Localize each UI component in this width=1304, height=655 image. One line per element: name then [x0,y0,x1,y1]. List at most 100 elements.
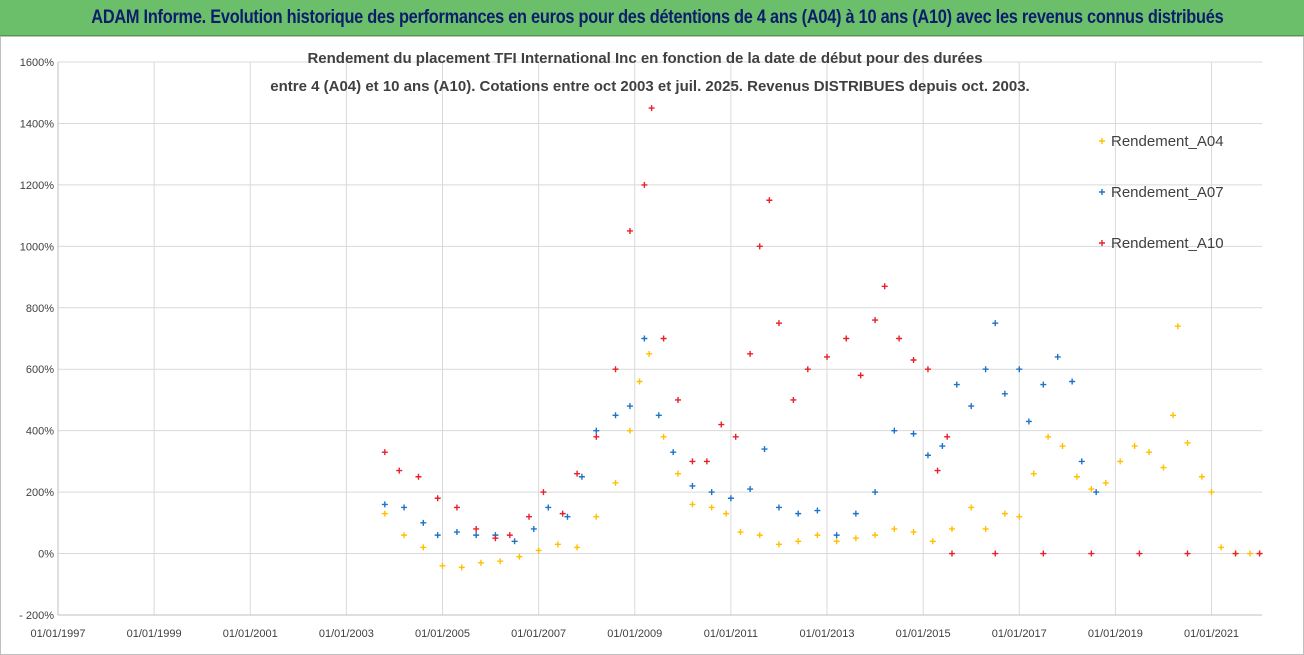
data-point [824,353,831,360]
data-point [1001,390,1008,397]
chart-grid [57,61,1262,616]
data-point [458,564,465,571]
data-point [1218,544,1225,551]
data-point [453,504,460,511]
series-rendement_a07 [381,320,1100,545]
y-tick-label: - 200% [19,610,54,622]
data-point [689,482,696,489]
data-point [593,513,600,520]
y-tick-label: 400% [26,426,54,438]
data-point [1073,473,1080,480]
chart-series [381,105,1263,571]
data-point [626,427,633,434]
data-point [612,412,619,419]
data-point [578,473,585,480]
data-point [1184,550,1191,557]
data-point [775,541,782,548]
y-tick-label: 200% [26,487,54,499]
data-point [473,532,480,539]
x-tick-label: 01/01/1997 [30,628,85,640]
series-rendement_a10 [381,105,1263,557]
data-point [756,532,763,539]
data-point [814,507,821,514]
data-point [881,283,888,290]
data-point [1045,433,1052,440]
data-point [708,489,715,496]
header-banner: ADAM Informe. Evolution historique des p… [0,0,1304,36]
data-point [641,181,648,188]
data-point [1184,439,1191,446]
data-point [857,372,864,379]
data-point [675,396,682,403]
data-point [929,538,936,545]
data-point [833,532,840,539]
data-point [1059,443,1066,450]
chart-legend: Rendement_A04 Rendement_A07 Rendement_A10 [1099,133,1224,252]
data-point [814,532,821,539]
data-point [545,504,552,511]
data-point [689,458,696,465]
data-point [775,504,782,511]
legend-label: Rendement_A07 [1111,184,1224,201]
data-point [872,317,879,324]
data-point [593,427,600,434]
data-point [497,558,504,565]
data-point [1078,458,1085,465]
data-point [982,525,989,532]
data-point [934,467,941,474]
data-point [1246,550,1253,557]
data-point [554,541,561,548]
data-point [1232,550,1239,557]
data-point [1136,550,1143,557]
x-tick-label: 01/01/2021 [1184,628,1239,640]
data-point [381,510,388,517]
chart-titles: Rendement du placement TFI International… [270,50,1029,95]
data-point [626,227,633,234]
data-point [689,501,696,508]
data-point [872,532,879,539]
data-point [401,532,408,539]
data-point [1088,550,1095,557]
data-point [612,479,619,486]
data-point [1040,381,1047,388]
data-point [492,535,499,542]
data-point [924,452,931,459]
data-point [944,433,951,440]
data-point [626,403,633,410]
data-point [675,470,682,477]
y-tick-label: 1400% [20,118,54,130]
y-tick-label: 1600% [20,57,54,69]
data-point [737,529,744,536]
data-point [535,547,542,554]
data-point [703,458,710,465]
x-tick-label: 01/01/2011 [704,628,758,640]
data-point [948,550,955,557]
x-tick-label: 01/01/2015 [896,628,951,640]
x-tick-label: 01/01/2007 [511,628,566,640]
y-tick-label: 0% [38,549,54,561]
data-point [1117,458,1124,465]
data-point [1025,418,1032,425]
x-tick-label: 01/01/2001 [223,628,278,640]
data-point [852,535,859,542]
data-point [381,501,388,508]
data-point [1160,464,1167,471]
data-point [790,396,797,403]
data-point [1040,550,1047,557]
data-point [910,529,917,536]
data-point [953,381,960,388]
data-point [968,403,975,410]
chart-axes: - 200% 0% 200% 400% 600% 800% 1000% 1200% 1400% 1… [19,57,1262,640]
data-point [891,427,898,434]
data-point [732,433,739,440]
data-point [968,504,975,511]
data-point [420,519,427,526]
data-point [795,538,802,545]
x-tick-label: 01/01/1999 [127,628,182,640]
data-point [1256,550,1263,557]
legend-marker [1099,240,1105,246]
data-point [648,105,655,112]
y-tick-label: 600% [26,364,54,376]
data-point [872,489,879,496]
data-point [1174,323,1181,330]
